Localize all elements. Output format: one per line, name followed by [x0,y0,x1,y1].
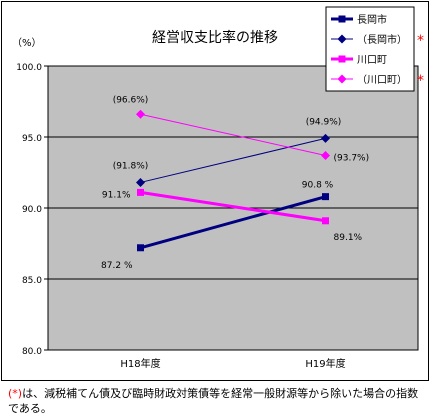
data-point [321,150,330,160]
legend-marker [337,74,347,84]
chart-frame: 経営収支比率の推移 （%） 100.0 95.0 90.0 85.0 80.0 H18年度 H1… [1,1,429,381]
footnote-text: は、減税補てん債及び臨時財政対策債等を経常一般財源等から除いた場合の指数である。 [8,387,419,415]
data-label: (93.7%) [334,153,370,163]
y-tick-label: 100.0 [16,63,42,73]
data-label: (96.6%) [113,95,149,105]
y-axis-label: （%） [12,37,42,49]
y-tick-label: 80.0 [22,347,42,357]
series-line [140,190,326,223]
legend-entry: （川口町） [357,74,407,86]
data-label: 87.2 % [101,261,133,271]
data-label: 90.8 % [302,181,334,191]
line-chart: 経営収支比率の推移 （%） 100.0 95.0 90.0 85.0 80.0 H18年度 H1… [12,6,424,370]
y-tick-label: 95.0 [22,134,42,144]
y-tick-label: 85.0 [22,276,42,286]
footnote: (*)は、減税補てん債及び臨時財政対策債等を経常一般財源等から除いた場合の指数で… [8,386,428,416]
data-label: 89.1% [334,233,363,243]
x-tick-label: H19年度 [305,357,345,370]
data-point [136,177,145,187]
data-point [321,133,330,143]
series-line [140,195,326,250]
data-label: (91.8%) [113,161,149,171]
footnote-marker: (*) [8,387,23,400]
x-tick-label: H18年度 [120,357,160,370]
data-label: (94.9%) [306,117,342,127]
chart-title: 経営収支比率の推移 [152,29,278,46]
data-point [322,217,329,225]
legend-entry: （長岡市） [357,33,407,46]
legend-star: * [417,33,424,49]
legend-marker [338,55,346,63]
data-point [136,109,145,119]
data-point [322,193,329,201]
legend-entry: 川口町 [357,55,387,66]
y-tick-label: 90.0 [22,205,42,215]
data-point [137,188,144,196]
series-line [140,113,326,156]
series-line [140,137,326,183]
legend-star: * [417,73,424,89]
data-point [137,244,144,252]
legend-entry: 長岡市 [357,13,387,26]
legend-marker [337,34,347,44]
data-label: 91.1% [102,190,131,200]
legend-marker [338,15,346,23]
